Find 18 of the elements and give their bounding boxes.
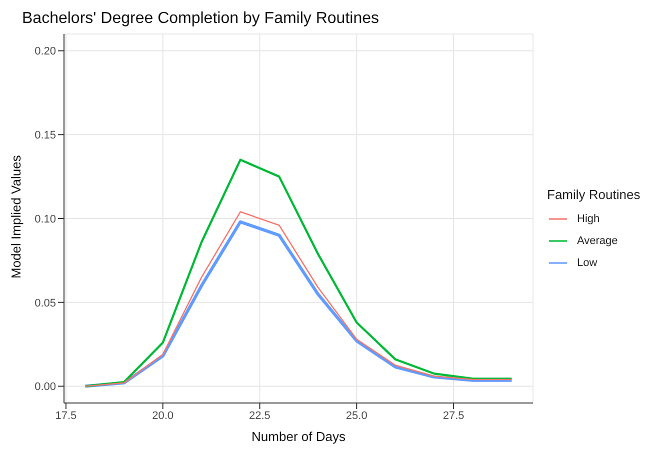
legend-title: Family Routines: [547, 187, 642, 202]
x-tick-label: 17.5: [55, 410, 77, 422]
y-tick-label: 0.10: [34, 213, 56, 226]
y-tick-label: 0.05: [34, 297, 56, 310]
legend-label: Low: [577, 257, 598, 269]
y-tick-label: 0.00: [34, 381, 56, 394]
legend-label: High: [577, 213, 600, 225]
line-series: [84, 158, 513, 388]
x-tick-label: 27.5: [442, 410, 464, 422]
y-tick-label: 0.15: [34, 130, 56, 142]
x-tick-label: 25.0: [346, 410, 368, 422]
x-tick-label: 22.5: [249, 410, 270, 422]
chart-title: Bachelors' Degree Completion by Family Routines: [22, 10, 379, 28]
legend-label: Average: [577, 235, 618, 247]
y-tick-label: 0.20: [34, 46, 56, 58]
x-tick-label: 20.0: [152, 410, 174, 422]
y-axis-title: Model Implied Values: [8, 154, 24, 278]
x-axis-title: Number of Days: [252, 429, 346, 444]
